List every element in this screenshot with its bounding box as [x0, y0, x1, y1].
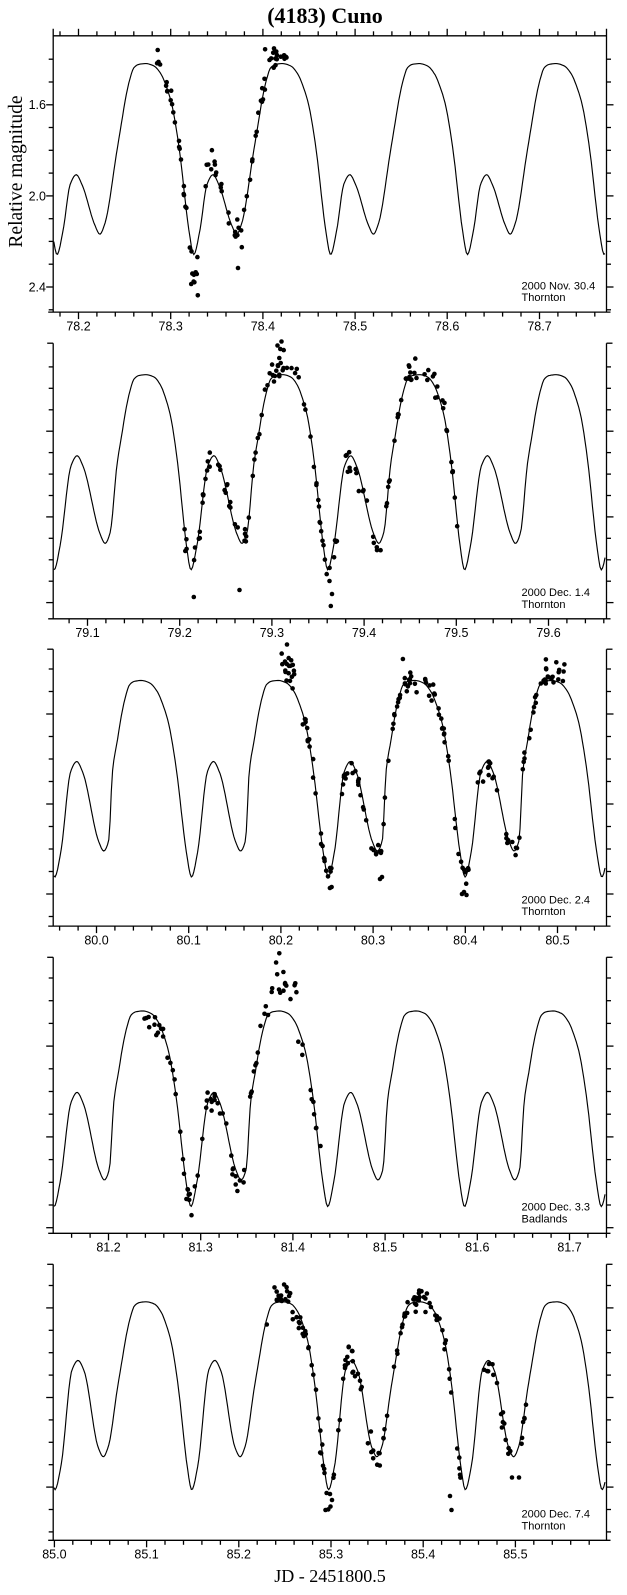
svg-text:79.3: 79.3 [260, 626, 284, 640]
svg-text:2.0: 2.0 [29, 189, 46, 203]
svg-text:81.2: 81.2 [96, 1241, 120, 1255]
svg-text:79.4: 79.4 [352, 626, 376, 640]
svg-text:78.4: 78.4 [251, 319, 275, 333]
svg-text:81.4: 81.4 [281, 1241, 305, 1255]
svg-text:78.7: 78.7 [527, 319, 551, 333]
svg-text:2000 Dec. 7.4: 2000 Dec. 7.4 [522, 1509, 591, 1521]
svg-text:2000 Dec. 1.4: 2000 Dec. 1.4 [522, 587, 591, 599]
svg-text:85.0: 85.0 [42, 1548, 66, 1562]
svg-text:81.3: 81.3 [189, 1241, 213, 1255]
svg-text:78.5: 78.5 [343, 319, 367, 333]
svg-text:85.5: 85.5 [503, 1548, 527, 1562]
svg-text:78.2: 78.2 [66, 319, 90, 333]
svg-text:(4183) Cuno: (4183) Cuno [267, 3, 383, 28]
svg-text:80.2: 80.2 [269, 933, 293, 947]
svg-text:Relative magnitude: Relative magnitude [6, 95, 27, 247]
svg-text:Thornton: Thornton [522, 292, 566, 304]
svg-text:79.6: 79.6 [536, 626, 560, 640]
svg-text:Thornton: Thornton [522, 1520, 566, 1532]
svg-text:2.4: 2.4 [29, 281, 46, 295]
svg-text:79.2: 79.2 [168, 626, 192, 640]
svg-text:79.5: 79.5 [444, 626, 468, 640]
svg-text:78.6: 78.6 [435, 319, 459, 333]
svg-text:79.1: 79.1 [75, 626, 99, 640]
svg-text:85.4: 85.4 [411, 1548, 435, 1562]
svg-text:78.3: 78.3 [159, 319, 183, 333]
svg-text:80.5: 80.5 [545, 933, 569, 947]
svg-text:81.7: 81.7 [557, 1241, 581, 1255]
svg-text:81.5: 81.5 [373, 1241, 397, 1255]
svg-text:1.6: 1.6 [29, 98, 46, 112]
svg-text:81.6: 81.6 [465, 1241, 489, 1255]
svg-text:85.3: 85.3 [319, 1548, 343, 1562]
svg-text:80.0: 80.0 [84, 933, 108, 947]
svg-text:80.1: 80.1 [177, 933, 201, 947]
svg-text:Thornton: Thornton [522, 599, 566, 611]
svg-text:JD - 2451800.5: JD - 2451800.5 [274, 1566, 386, 1586]
svg-text:80.3: 80.3 [361, 933, 385, 947]
svg-text:Thornton: Thornton [522, 906, 566, 918]
svg-text:2000 Nov. 30.4: 2000 Nov. 30.4 [522, 281, 596, 293]
svg-text:85.2: 85.2 [227, 1548, 251, 1562]
svg-text:2000 Dec. 3.3: 2000 Dec. 3.3 [522, 1202, 591, 1214]
svg-text:2000 Dec. 2.4: 2000 Dec. 2.4 [522, 895, 591, 907]
svg-text:80.4: 80.4 [453, 933, 477, 947]
svg-text:Badlands: Badlands [522, 1213, 568, 1225]
svg-text:85.1: 85.1 [134, 1548, 158, 1562]
